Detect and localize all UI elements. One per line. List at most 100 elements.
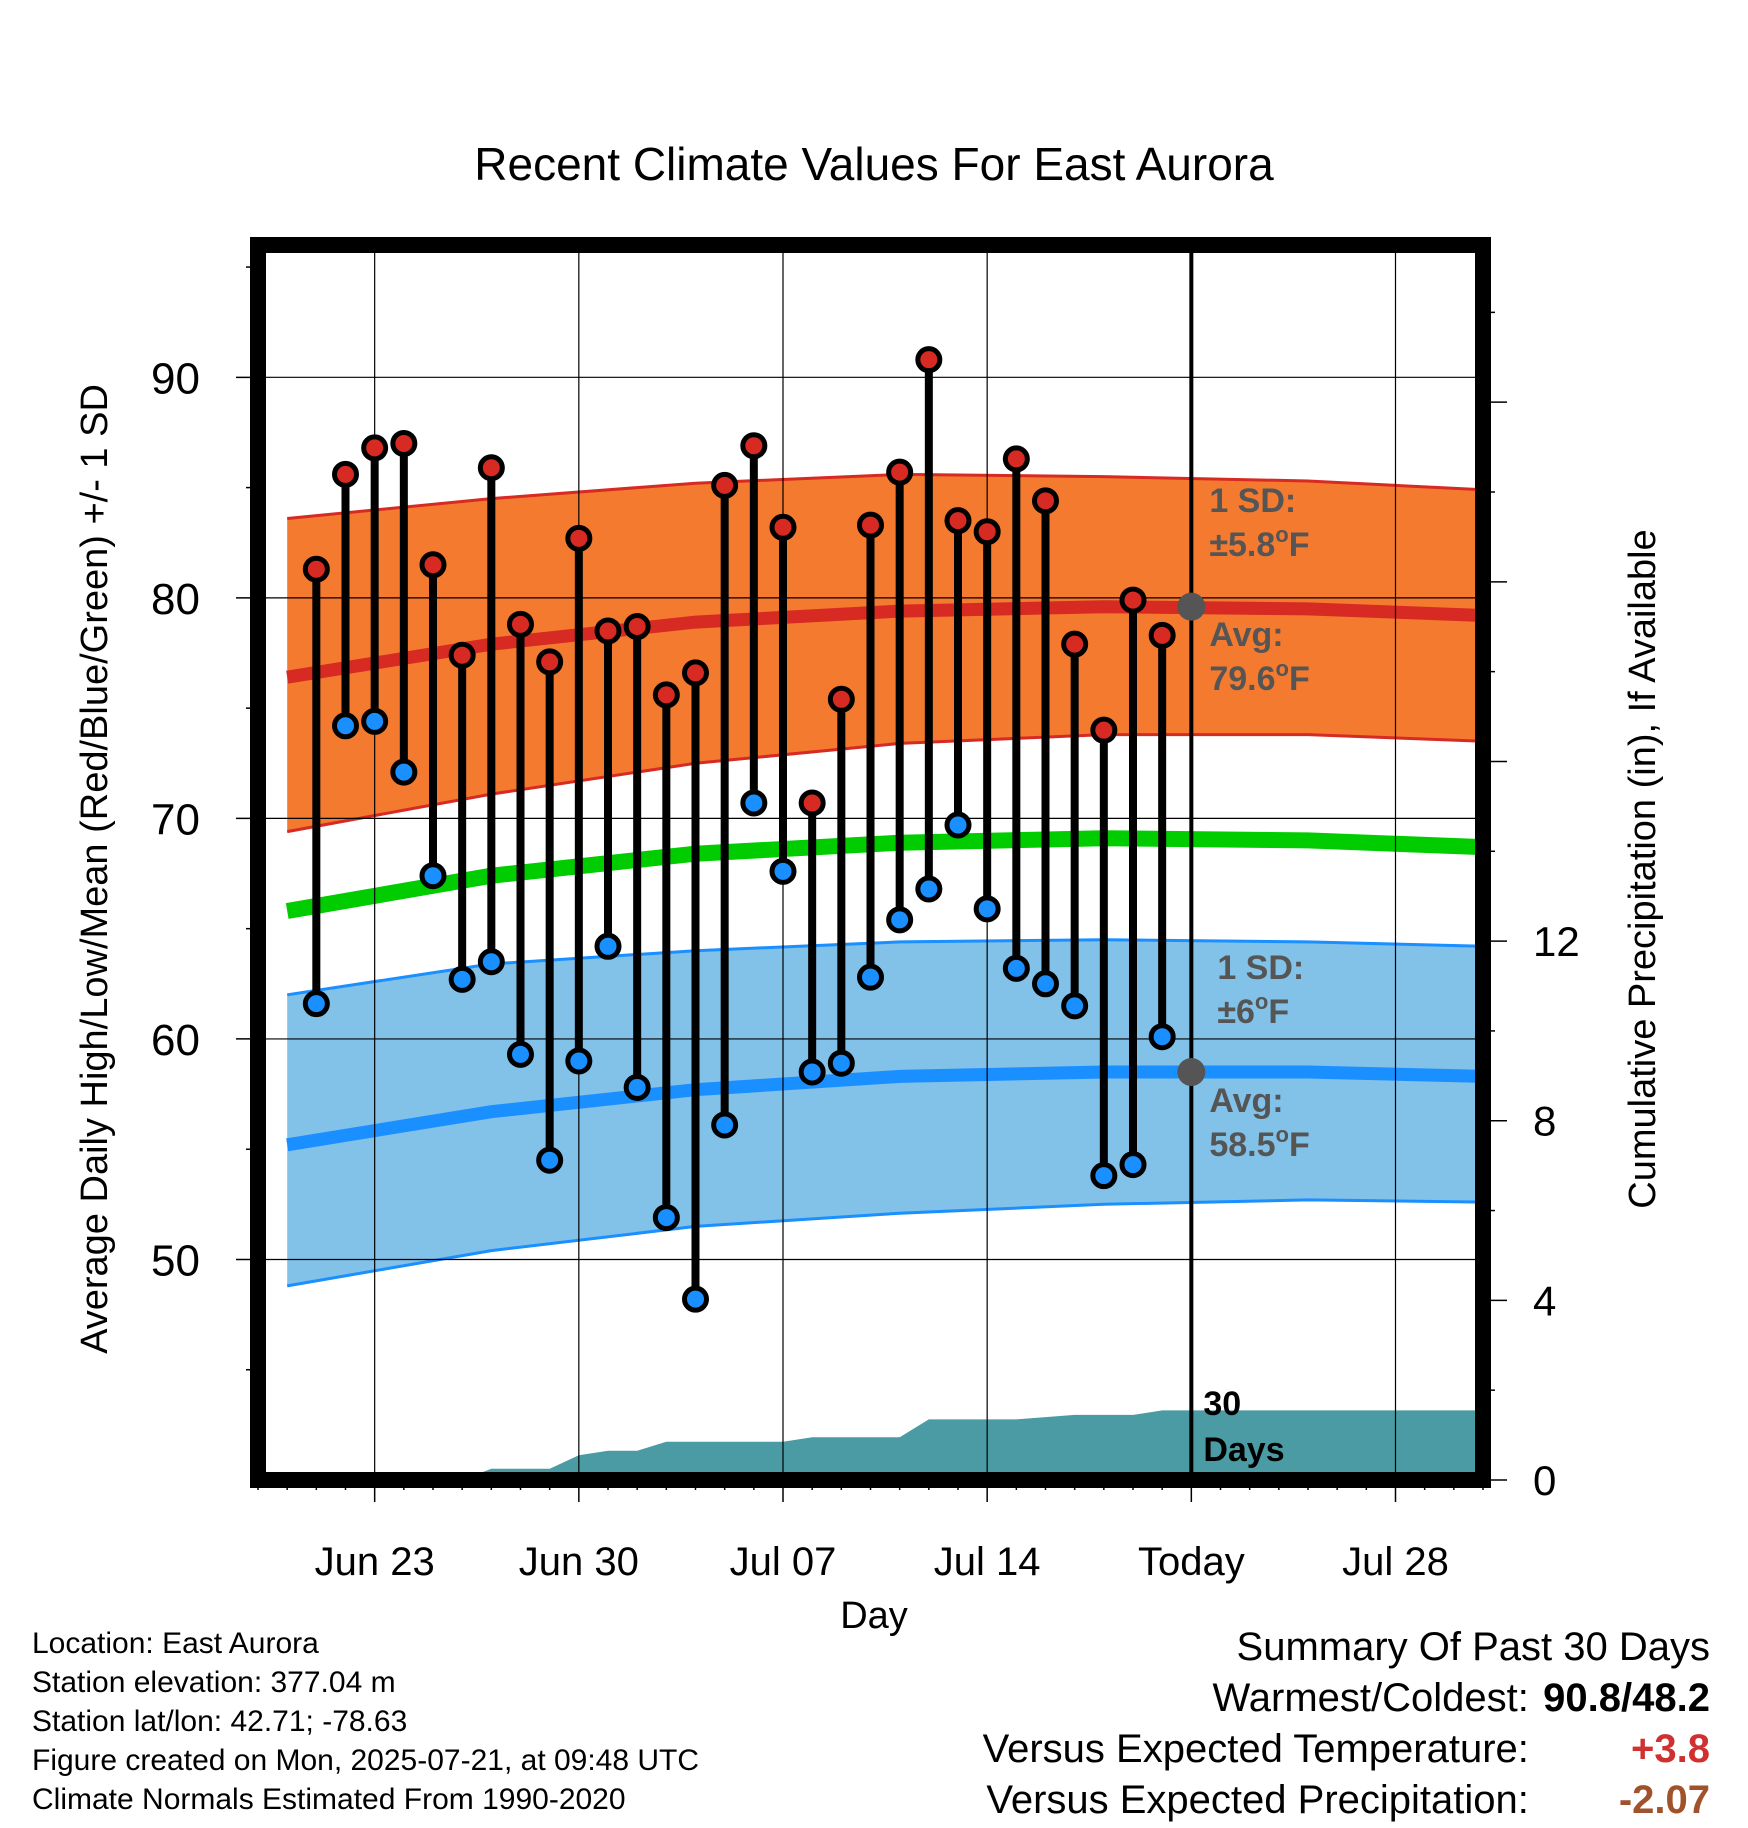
high-sd-value: ±5.8oF <box>1209 522 1309 564</box>
low-sd-value: ±6oF <box>1217 989 1289 1031</box>
y-tick-label: 70 <box>151 795 200 844</box>
low-sd-band-lower-edge <box>286 1198 1483 1288</box>
daily-high-point <box>419 551 447 579</box>
daily-low-point <box>1090 1162 1118 1190</box>
daily-high-point <box>565 524 593 552</box>
y2-tick-label: 12 <box>1533 918 1580 965</box>
y2-tick-label: 4 <box>1533 1277 1556 1324</box>
y-tick-label: 50 <box>151 1236 200 1285</box>
summary-temp-row: Versus Expected Temperature: +3.8 <box>983 1724 1710 1775</box>
precip-label: Versus Expected Precipitation: <box>986 1778 1529 1822</box>
daily-high-point <box>361 434 389 462</box>
daily-high-point <box>448 641 476 669</box>
today-low-avg-marker <box>1177 1058 1206 1087</box>
low-sd-title: 1 SD: <box>1217 949 1304 987</box>
daily-low-point <box>361 707 389 735</box>
daily-low-point <box>652 1204 680 1232</box>
footer-latlon: Station lat/lon: 42.71; -78.63 <box>32 1705 408 1738</box>
daily-high-point <box>711 471 739 499</box>
daily-high-point <box>944 507 972 535</box>
daily-low-point <box>594 932 622 960</box>
daily-low-point <box>944 811 972 839</box>
warmest-slash: / <box>1621 1676 1633 1720</box>
daily-high-point <box>1032 487 1059 515</box>
daily-high-point <box>536 648 564 676</box>
x-tick-label: Jul 07 <box>730 1540 837 1584</box>
temp-value: +3.8 <box>1631 1727 1710 1771</box>
daily-low-point <box>565 1047 593 1075</box>
footer-normals: Climate Normals Estimated From 1990-2020 <box>32 1783 626 1816</box>
daily-high-point <box>390 429 418 457</box>
daily-low-point <box>740 789 768 817</box>
y2-tick-label: 0 <box>1533 1457 1556 1504</box>
daily-low-point <box>448 965 476 993</box>
y-tick-label: 90 <box>151 354 200 403</box>
low-avg-title: Avg: <box>1209 1082 1283 1120</box>
daily-high-point <box>769 513 797 541</box>
daily-low-point <box>332 712 359 740</box>
mean-line <box>285 830 1483 919</box>
daily-low-point <box>915 875 943 903</box>
daily-high-point <box>1061 630 1089 658</box>
plot-area: 50 60 70 80 90 0 4 8 12 Jun 23 Jun 30 Jul 07 Jul 14 T… <box>151 237 1580 1584</box>
today-high-avg-marker <box>1177 592 1206 621</box>
low-avg-line <box>286 1065 1483 1152</box>
x-tick-label: Jul 14 <box>934 1540 1041 1584</box>
daily-high-point <box>740 432 768 460</box>
warmest-coldest-value: 90.8/48.2 <box>1540 1673 1710 1724</box>
x-axis-label: Day <box>840 1595 908 1637</box>
summary-warmest-row: Warmest/Coldest: 90.8/48.2 <box>983 1673 1711 1724</box>
daily-high-point <box>682 659 709 687</box>
footer-created: Figure created on Mon, 2025-07-21, at 09… <box>32 1744 700 1777</box>
daily-low-point <box>711 1111 739 1139</box>
daily-low-point <box>536 1146 564 1174</box>
daily-low-point <box>827 1049 855 1077</box>
x-tick-label: Today <box>1138 1540 1245 1584</box>
temp-label: Versus Expected Temperature: <box>982 1727 1529 1771</box>
daily-low-point <box>477 948 505 976</box>
low-sd-band <box>287 939 1483 1286</box>
daily-high-point <box>827 685 855 713</box>
daily-high-point <box>886 458 914 486</box>
precip-value: -2.07 <box>1618 1778 1710 1822</box>
station-info: Location: East Aurora Station elevation:… <box>32 1624 699 1819</box>
high-avg-value: 79.6oF <box>1209 656 1309 698</box>
daily-low-point <box>682 1285 709 1313</box>
daily-high-point <box>594 617 622 645</box>
high-avg-title: Avg: <box>1209 616 1283 654</box>
daily-high-point <box>1002 445 1030 473</box>
footer-elevation: Station elevation: 377.04 m <box>32 1666 396 1699</box>
summary-title: Summary Of Past 30 Days <box>1236 1625 1710 1669</box>
footer-location: Location: East Aurora <box>32 1627 319 1660</box>
warmest-label: Warmest/Coldest: <box>1212 1676 1529 1720</box>
daily-low-point <box>623 1073 651 1101</box>
daily-high-point <box>623 613 651 641</box>
daily-high-point <box>857 511 884 539</box>
daily-low-point <box>886 906 914 934</box>
daily-high-point <box>798 789 826 817</box>
daily-low-point <box>419 862 447 890</box>
y-axis-label: Average Daily High/Low/Mean (Red/Blue/Gr… <box>74 384 116 1354</box>
daily-low-point <box>390 758 418 786</box>
cumulative-precip-area <box>258 1410 1483 1480</box>
x-tick-label: Jun 30 <box>519 1540 639 1584</box>
y-tick-label: 80 <box>151 575 200 624</box>
x-tick-label: Jul 28 <box>1342 1540 1449 1584</box>
summary-precip-row: Versus Expected Precipitation: -2.07 <box>983 1775 1710 1826</box>
daily-high-point <box>915 346 943 374</box>
daily-low-point <box>1032 970 1059 998</box>
daily-low-point <box>1002 954 1030 982</box>
chart-title: Recent Climate Values For East Aurora <box>474 138 1274 190</box>
daily-low-point <box>1119 1151 1147 1179</box>
daily-low-point <box>1148 1023 1176 1051</box>
daily-high-point <box>477 454 505 482</box>
warmest-value: 90.8 <box>1543 1676 1622 1720</box>
daily-low-point <box>857 963 884 991</box>
daily-low-point <box>1061 992 1089 1020</box>
daily-low-point <box>769 857 797 885</box>
high-sd-title: 1 SD: <box>1209 482 1296 520</box>
x-tick-label: Jun 23 <box>315 1540 435 1584</box>
precip-days-label-line1: 30 <box>1203 1385 1241 1423</box>
daily-high-point <box>302 555 330 583</box>
